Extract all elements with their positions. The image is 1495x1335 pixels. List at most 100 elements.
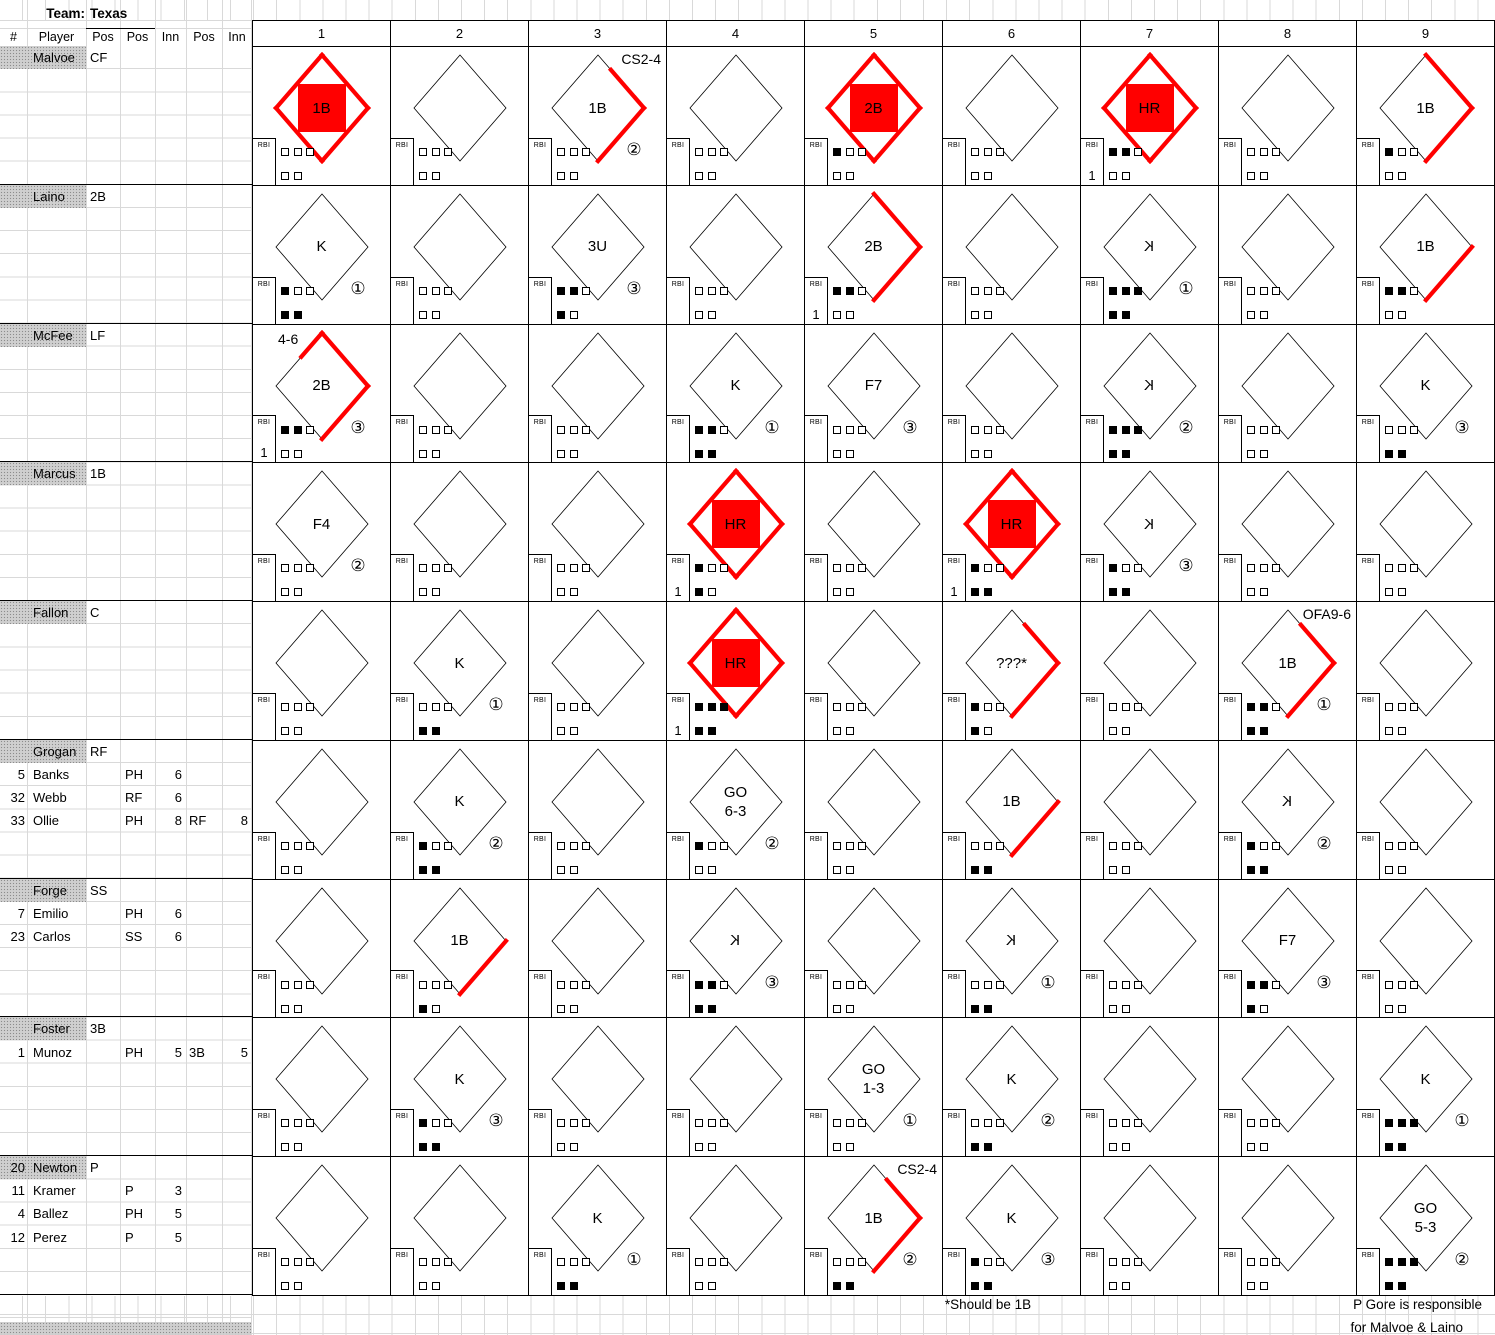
inning-cell[interactable]: K ② RBI xyxy=(1219,740,1357,880)
inning-cell[interactable]: RBI xyxy=(1357,740,1495,880)
inning-cell[interactable]: RBI xyxy=(529,602,667,741)
inning-cell[interactable]: GO 6-3 ② RBI xyxy=(667,740,805,880)
inning-cell[interactable]: K ③ RBI xyxy=(391,1018,529,1158)
inning-cell[interactable]: 1B RBI xyxy=(1357,47,1495,186)
inning-cell[interactable]: RBI xyxy=(529,1018,667,1158)
inning-cell[interactable]: RBI xyxy=(529,463,667,603)
inning-cell[interactable]: RBI xyxy=(391,47,529,186)
column-gridline xyxy=(186,0,187,1335)
inning-cell[interactable]: 1B RBI xyxy=(943,740,1081,880)
player-name-cell[interactable] xyxy=(0,1017,86,1041)
player-name-cell[interactable] xyxy=(0,1156,86,1180)
inning-cell[interactable]: RBI xyxy=(1357,463,1495,603)
inning-cell[interactable]: HR RBI 1 xyxy=(1081,47,1219,186)
player-name-cell[interactable] xyxy=(0,46,86,69)
inning-cell[interactable]: K ③ RBI xyxy=(943,1157,1081,1296)
inning-cell[interactable]: RBI xyxy=(667,185,805,325)
ball-boxes xyxy=(557,980,590,989)
inning-cell[interactable]: RBI xyxy=(805,463,943,603)
inning-cell[interactable]: 2B RBI 1 xyxy=(805,185,943,325)
player-block: Fallon C xyxy=(0,601,252,740)
inning-cell[interactable]: K ① RBI xyxy=(529,1157,667,1296)
inning-cell[interactable]: RBI xyxy=(1357,602,1495,741)
inning-cell[interactable]: RBI xyxy=(529,879,667,1019)
empty-pitch-box xyxy=(569,865,578,874)
inning-cell[interactable]: RBI xyxy=(1219,1018,1357,1158)
inning-cell[interactable]: RBI xyxy=(253,740,391,880)
inning-cell[interactable]: RBI xyxy=(391,1157,529,1296)
player-name-cell[interactable] xyxy=(0,462,86,486)
inning-cell[interactable]: RBI xyxy=(1219,1157,1357,1296)
inning-cell[interactable]: RBI xyxy=(529,324,667,464)
inning-cell[interactable]: RBI xyxy=(805,740,943,880)
inning-cell[interactable]: K ② RBI xyxy=(1081,324,1219,464)
inning-cell[interactable]: ???* RBI xyxy=(943,602,1081,741)
inning-cell[interactable]: K ② RBI xyxy=(943,1018,1081,1158)
inning-cell[interactable]: K ③ RBI xyxy=(1357,324,1495,464)
inning-cell[interactable]: RBI xyxy=(1081,1018,1219,1158)
inning-cell[interactable]: RBI xyxy=(253,602,391,741)
out-number-marker: ① xyxy=(1454,1111,1470,1132)
player-name-cell[interactable] xyxy=(0,601,86,625)
inning-cell[interactable]: GO 5-3 ② RBI xyxy=(1357,1157,1495,1296)
inning-cell[interactable]: K ① RBI xyxy=(253,185,391,325)
inning-cell[interactable]: RBI xyxy=(1081,740,1219,880)
inning-cell[interactable]: RBI xyxy=(667,47,805,186)
inning-cell[interactable]: K ① RBI xyxy=(1081,185,1219,325)
inning-cell[interactable]: K ① RBI xyxy=(943,879,1081,1019)
inning-cell[interactable]: RBI xyxy=(1081,879,1219,1019)
inning-cell[interactable]: RBI xyxy=(1219,185,1357,325)
inning-cell[interactable]: RBI xyxy=(1219,324,1357,464)
inning-cell[interactable]: K ① RBI xyxy=(391,602,529,741)
inning-cell[interactable]: K ① RBI xyxy=(1357,1018,1495,1158)
inning-cell[interactable]: GO 1-3 ① RBI xyxy=(805,1018,943,1158)
inning-cell[interactable]: 1B OFA9-6 ① RBI xyxy=(1219,602,1357,741)
player-name-cell[interactable] xyxy=(0,184,86,208)
inning-cell[interactable]: RBI xyxy=(253,879,391,1019)
inning-cell[interactable]: RBI xyxy=(1357,879,1495,1019)
player-name-cell[interactable] xyxy=(0,323,86,347)
inning-cell[interactable]: RBI xyxy=(943,324,1081,464)
inning-cell[interactable]: 1B CS2-4 ② RBI xyxy=(805,1157,943,1296)
inning-cell[interactable]: 2B 4-6 ③ RBI 1 xyxy=(253,324,391,464)
inning-cell[interactable]: RBI xyxy=(667,1157,805,1296)
inning-cell[interactable]: RBI xyxy=(253,1157,391,1296)
inning-cell[interactable]: RBI xyxy=(1081,602,1219,741)
inning-cell[interactable]: K ③ RBI xyxy=(1081,463,1219,603)
inning-cell[interactable]: 1B RBI xyxy=(253,47,391,186)
inning-cell[interactable]: RBI xyxy=(1081,1157,1219,1296)
player-name-cell[interactable] xyxy=(0,739,86,763)
inning-cell[interactable]: F7 ③ RBI xyxy=(805,324,943,464)
inning-cell[interactable]: 3U ③ RBI xyxy=(529,185,667,325)
inning-cell[interactable]: 1B RBI xyxy=(391,879,529,1019)
inning-cell[interactable]: 1B RBI xyxy=(1357,185,1495,325)
player-name-cell[interactable] xyxy=(0,878,86,902)
inning-cell[interactable]: HR RBI 1 xyxy=(943,463,1081,603)
inning-cell[interactable]: F4 ② RBI xyxy=(253,463,391,603)
inning-cell[interactable]: RBI xyxy=(667,1018,805,1158)
inning-cell[interactable]: RBI xyxy=(943,185,1081,325)
inning-cell[interactable]: HR RBI 1 xyxy=(667,602,805,741)
empty-pitch-box xyxy=(845,1143,854,1152)
inning-cell[interactable]: RBI xyxy=(391,463,529,603)
team-name[interactable]: Texas xyxy=(90,6,128,21)
rbi-label: RBI xyxy=(671,141,685,149)
inning-cell[interactable]: K ③ RBI xyxy=(667,879,805,1019)
ball-boxes xyxy=(971,703,1004,712)
inning-cell[interactable]: K ① RBI xyxy=(667,324,805,464)
inning-cell[interactable]: 2B RBI xyxy=(805,47,943,186)
inning-cell[interactable]: RBI xyxy=(805,879,943,1019)
inning-cell[interactable]: RBI xyxy=(805,602,943,741)
inning-cell[interactable]: RBI xyxy=(391,185,529,325)
inning-cell[interactable]: RBI xyxy=(1219,47,1357,186)
inning-cell[interactable]: K ② RBI xyxy=(391,740,529,880)
inning-cell[interactable]: RBI xyxy=(943,47,1081,186)
inning-cell[interactable]: F7 ③ RBI xyxy=(1219,879,1357,1019)
inning-cell[interactable]: RBI xyxy=(529,740,667,880)
inning-cell[interactable]: 1B CS2-4 ② RBI xyxy=(529,47,667,186)
inning-cell[interactable]: RBI xyxy=(253,1018,391,1158)
inning-cell[interactable]: RBI xyxy=(391,324,529,464)
inning-cell[interactable]: HR RBI 1 xyxy=(667,463,805,603)
inning-cell[interactable]: RBI xyxy=(1219,463,1357,603)
strike-boxes xyxy=(1247,449,1268,458)
